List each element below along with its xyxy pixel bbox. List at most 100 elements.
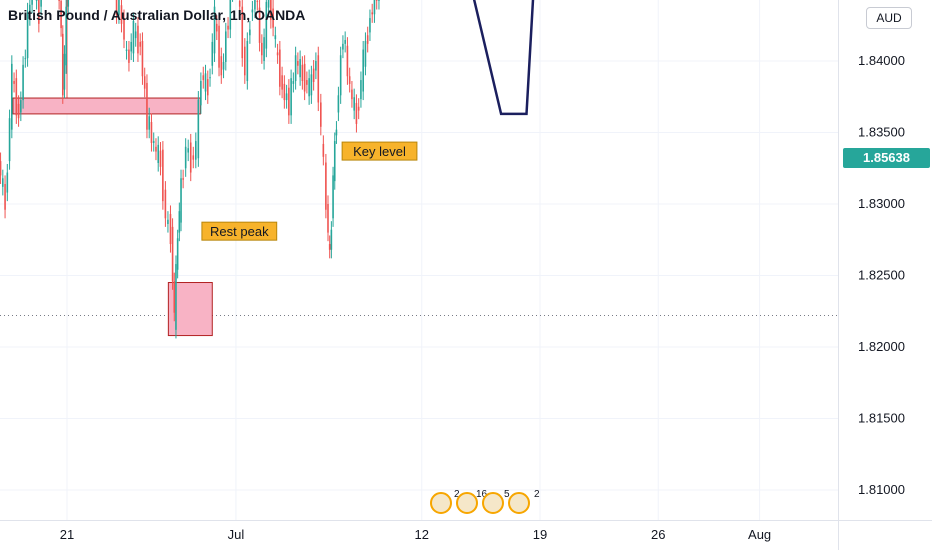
rest-peak-label: Rest peak <box>210 224 269 239</box>
candle-body <box>61 33 64 96</box>
candle-body <box>276 52 279 56</box>
candle-body <box>261 42 263 56</box>
candle-body <box>249 29 251 36</box>
candle-body <box>279 49 281 87</box>
candle-body <box>353 97 355 111</box>
key-level-zone <box>12 97 201 115</box>
candle-body <box>362 49 364 92</box>
candle-body <box>346 45 349 77</box>
candle-body <box>348 76 351 84</box>
candle-body <box>292 81 295 84</box>
candle-body <box>35 0 38 1</box>
candle-body <box>169 214 172 245</box>
candle-body <box>167 219 169 225</box>
y-tick-label: 1.83500 <box>858 125 905 140</box>
candle-body <box>204 73 207 92</box>
candle-body <box>120 5 123 24</box>
candle-body <box>4 183 6 210</box>
candle-body <box>220 56 223 76</box>
candle-body <box>150 122 153 143</box>
candle-body <box>337 95 340 113</box>
candle-body <box>128 49 130 63</box>
candle-body <box>130 41 132 52</box>
uk-flag-event-icon[interactable] <box>430 492 452 514</box>
y-tick-label: 1.81000 <box>858 482 905 497</box>
candle-body <box>176 238 179 270</box>
candle-body <box>24 58 27 60</box>
candle-body <box>115 0 118 16</box>
candle-body <box>222 61 225 70</box>
candle-body <box>351 89 353 100</box>
candle-body <box>2 178 4 187</box>
candle-body <box>263 37 265 61</box>
candle-body <box>288 87 290 116</box>
candle-body <box>306 80 308 85</box>
candle-body <box>171 226 174 282</box>
candle-body <box>213 6 216 54</box>
candle-body <box>256 0 259 2</box>
candle-body <box>134 31 137 39</box>
candle-body <box>375 0 378 1</box>
candle-body <box>22 64 24 101</box>
y-tick-label: 1.82500 <box>858 268 905 283</box>
current-price-label: 1.85638 <box>843 148 930 168</box>
candle-body <box>38 0 40 24</box>
candle-body <box>303 63 306 92</box>
candle-body <box>281 75 283 90</box>
candle-body <box>175 264 177 330</box>
candle-body <box>378 0 380 1</box>
au-flag-event-icon[interactable] <box>482 492 504 514</box>
event-count: 16 <box>476 489 488 500</box>
candle-body <box>13 81 15 84</box>
candle-body <box>312 68 315 82</box>
candle-body <box>40 0 42 7</box>
candle-body <box>332 175 334 219</box>
candle-body <box>155 146 157 152</box>
y-tick-label: 1.82000 <box>858 339 905 354</box>
event-count: 2 <box>454 489 460 500</box>
candle-body <box>29 4 31 18</box>
candle-body <box>254 0 256 10</box>
candle-body <box>26 11 29 59</box>
candle-body <box>178 211 181 233</box>
candle-body <box>11 63 13 130</box>
candle-body <box>6 172 9 193</box>
candle-body <box>162 149 164 202</box>
candle-body <box>0 161 2 176</box>
candle-body <box>274 35 277 40</box>
candle-body <box>17 103 20 119</box>
candle-body <box>229 0 232 30</box>
candle-body <box>63 53 66 90</box>
candle-body <box>238 0 241 7</box>
candle-body <box>344 40 346 44</box>
economic-events[interactable]: 2 16 5 2 <box>430 489 550 519</box>
rest-peak-label-box <box>201 221 278 241</box>
candle-body <box>297 61 299 66</box>
candle-body <box>320 102 322 127</box>
x-tick-label: 19 <box>533 527 547 542</box>
x-tick-label: 21 <box>60 527 74 542</box>
candle-body <box>60 0 62 29</box>
candle-body <box>327 204 329 233</box>
event-count: 2 <box>534 489 540 500</box>
key-level-label: Key level <box>353 144 406 159</box>
candle-body <box>333 141 336 182</box>
candle-body <box>285 93 288 101</box>
candle-body <box>339 55 342 96</box>
candle-body <box>20 100 22 113</box>
candle-body <box>299 59 301 78</box>
candle-body <box>202 75 205 81</box>
candle-body <box>308 78 310 97</box>
au-flag-event-icon[interactable] <box>456 492 478 514</box>
candle-body <box>67 0 70 7</box>
currency-badge[interactable]: AUD <box>866 7 912 29</box>
candle-body <box>246 40 249 82</box>
candle-body <box>65 6 67 66</box>
event-count: 5 <box>504 489 510 500</box>
candle-body <box>241 6 244 59</box>
candle-body <box>139 41 142 47</box>
us-flag-event-icon[interactable] <box>508 492 530 514</box>
candle-body <box>184 146 187 169</box>
candle-body <box>180 178 182 223</box>
